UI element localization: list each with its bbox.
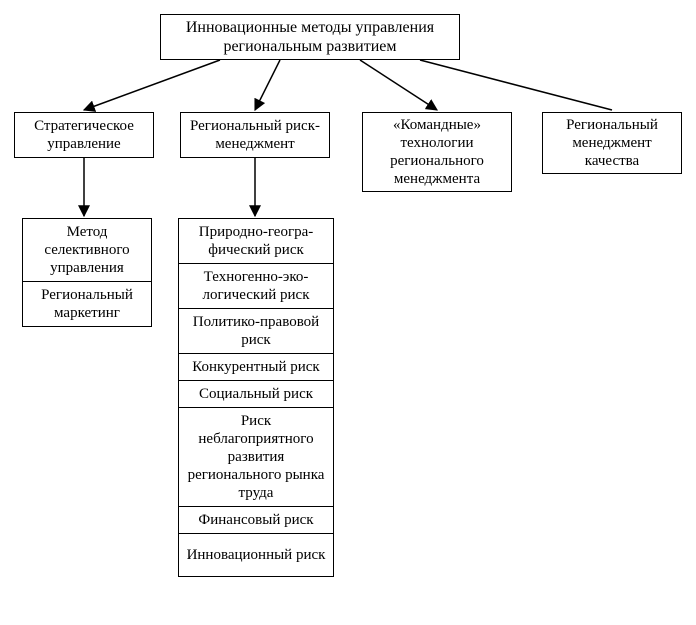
node-strategic: Стратегическое управление	[14, 112, 154, 158]
risk-item: Техногенно-эко- логический риск	[179, 264, 333, 309]
risk-item: Риск неблагоприятного развития региональ…	[179, 408, 333, 507]
risk-item: Социальный риск	[179, 381, 333, 408]
risk-children: Природно-геогра- фический рискТехногенно…	[178, 218, 334, 577]
risk-item: Инновационный риск	[179, 534, 333, 576]
edge	[420, 60, 612, 110]
node-risk-label: Региональный риск-менеджмент	[187, 117, 323, 153]
node-strategic-label: Стратегическое управление	[21, 117, 147, 153]
node-quality-label: Региональный менеджмент качества	[549, 116, 675, 170]
root-node: Инновационные методы управления регионал…	[160, 14, 460, 60]
risk-item: Политико-правовой риск	[179, 309, 333, 354]
node-quality: Региональный менеджмент качества	[542, 112, 682, 174]
root-label: Инновационные методы управления регионал…	[167, 18, 453, 56]
strategic-item: Метод селективного управления	[23, 219, 151, 282]
edge	[84, 60, 220, 110]
risk-item: Финансовый риск	[179, 507, 333, 534]
edge	[360, 60, 437, 110]
strategic-children: Метод селективного управленияРегиональны…	[22, 218, 152, 327]
node-risk: Региональный риск-менеджмент	[180, 112, 330, 158]
edge	[255, 60, 280, 110]
risk-item: Конкурентный риск	[179, 354, 333, 381]
risk-item: Природно-геогра- фический риск	[179, 219, 333, 264]
node-team: «Командные» технологии регионального мен…	[362, 112, 512, 192]
strategic-item: Региональный маркетинг	[23, 282, 151, 326]
node-team-label: «Командные» технологии регионального мен…	[369, 116, 505, 188]
